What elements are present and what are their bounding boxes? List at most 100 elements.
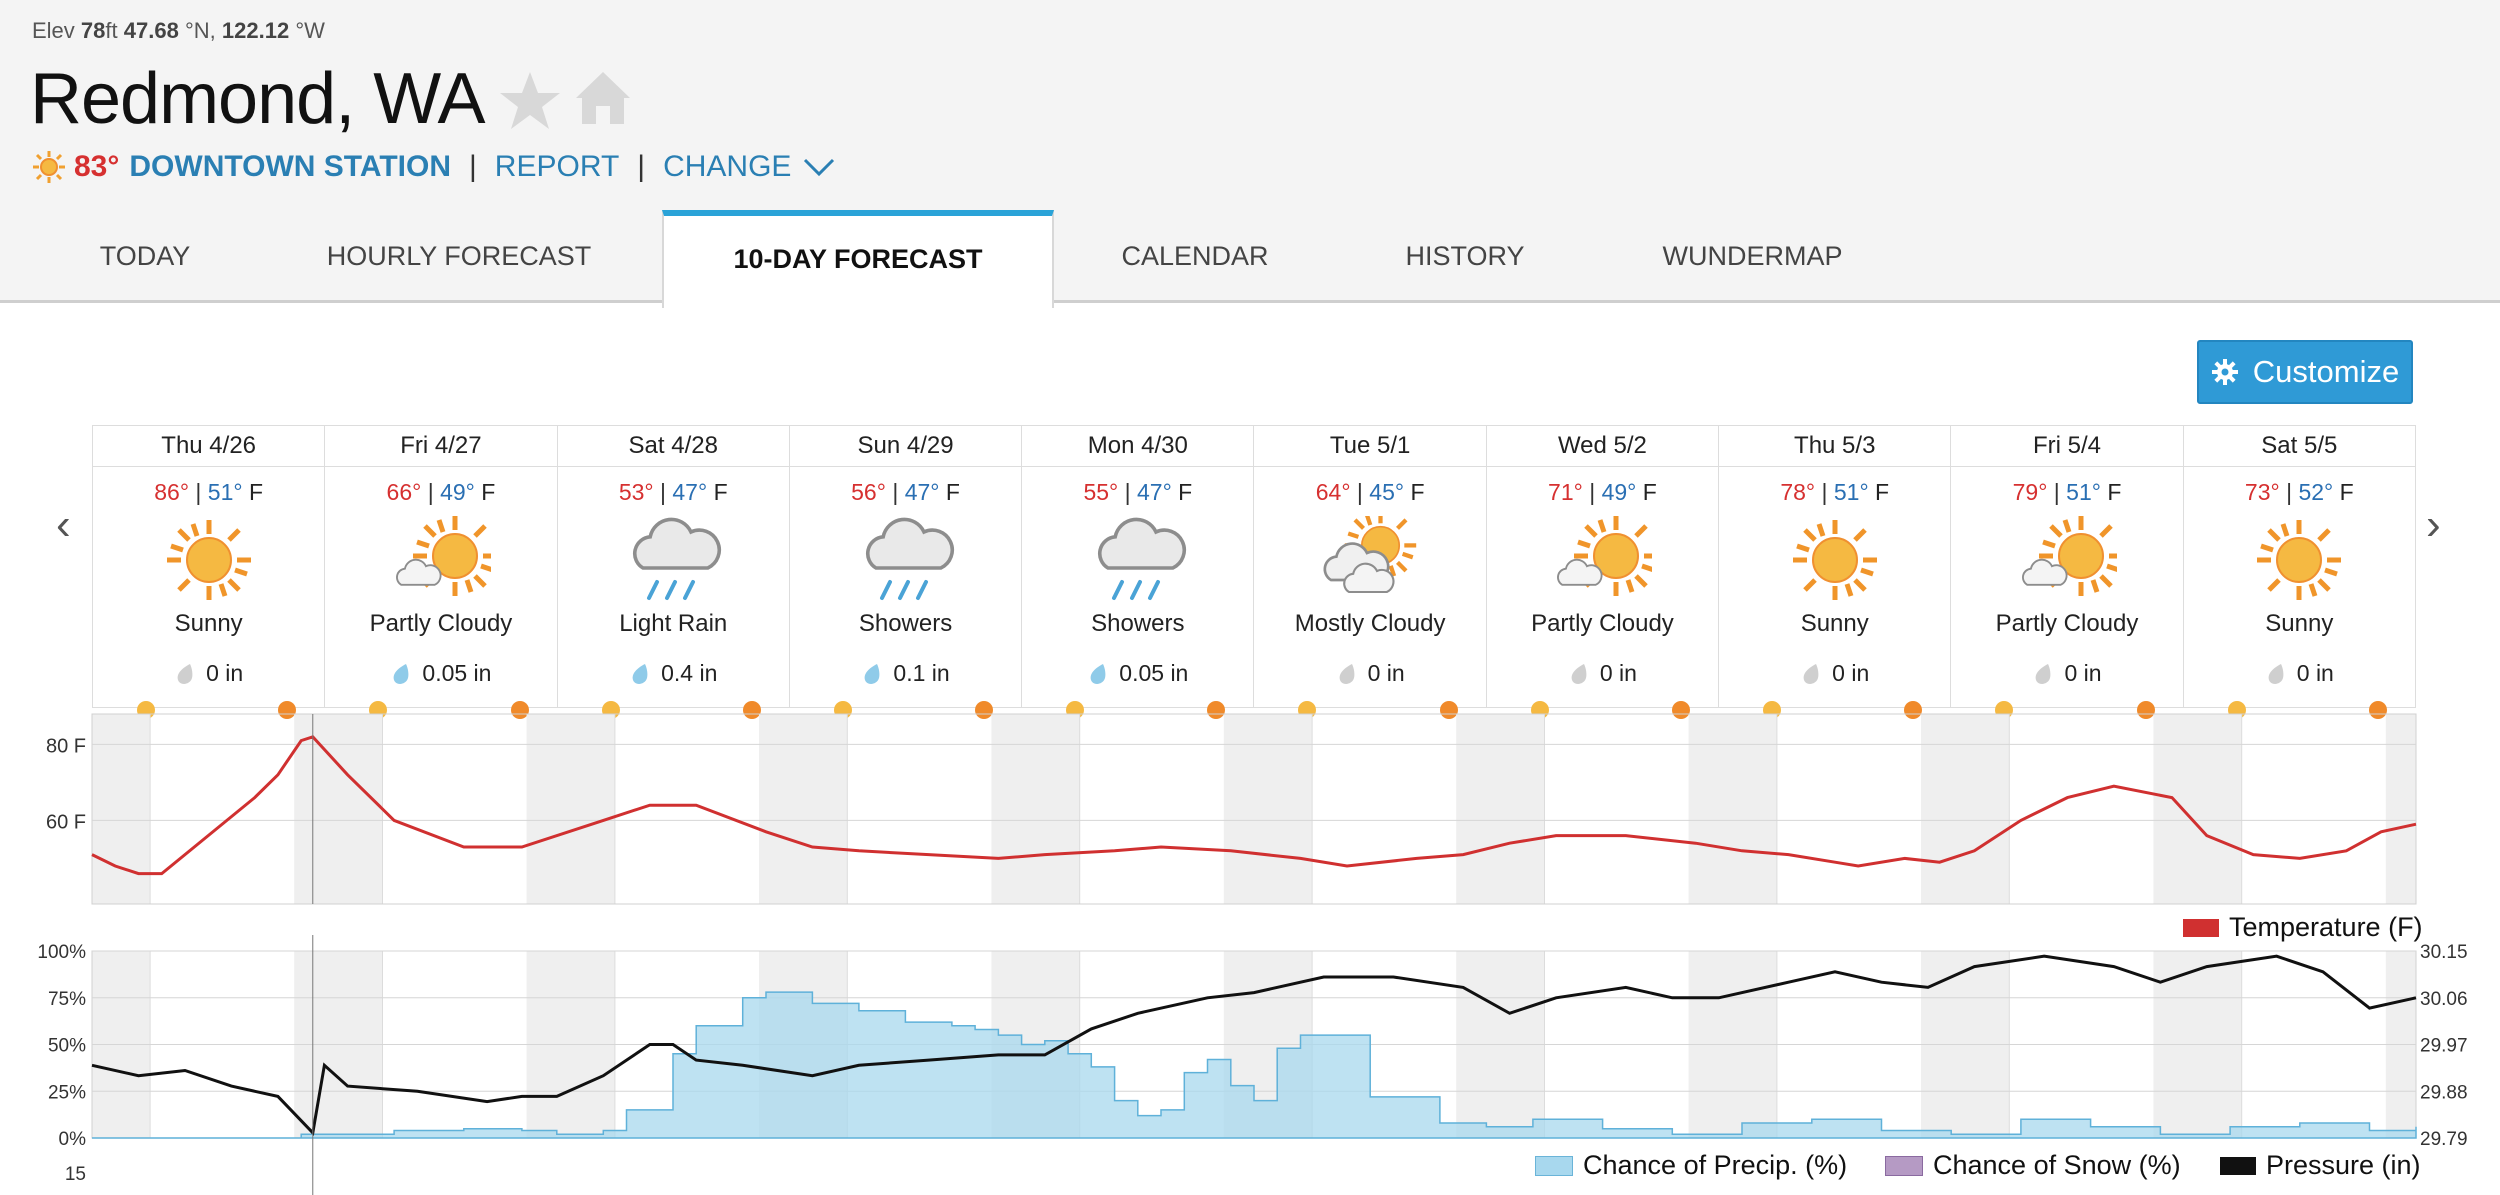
- pressure-legend: Pressure (in): [2220, 1150, 2421, 1181]
- y-tick-label-right: 29.79: [2420, 1129, 2468, 1150]
- rain-icon: [856, 516, 956, 602]
- day-precip: 0.4 in: [558, 660, 789, 687]
- chevron-down-icon[interactable]: [801, 156, 837, 178]
- mostly-cloudy-icon: [1320, 511, 1420, 602]
- tab-today[interactable]: TODAY: [99, 241, 191, 271]
- day-hi-lo: 56° | 47° F: [851, 479, 960, 505]
- sunny-icon: [2249, 516, 2349, 602]
- precip-amount: 0 in: [2296, 660, 2334, 686]
- day-low: 51°: [2066, 479, 2101, 505]
- day-low: 49°: [440, 479, 475, 505]
- day-name: Tue 5/1: [1254, 426, 1486, 467]
- day-hi-lo: 55° | 47° F: [1083, 479, 1193, 505]
- y-tick-label-left: 0%: [59, 1129, 87, 1150]
- raindrop-icon: [1803, 663, 1819, 684]
- day-hi-lo: 78° | 51° F: [1780, 479, 1890, 505]
- day-precip: 0.05 in: [325, 660, 556, 687]
- night-band: [2153, 714, 2242, 904]
- temp-unit: F: [945, 479, 960, 505]
- day-name: Thu 4/26: [93, 426, 325, 467]
- forecast-day[interactable]: Thu 4/26 86° | 51° F Sunny 0 in: [93, 426, 326, 719]
- day-low: 47°: [672, 479, 708, 505]
- home-icon[interactable]: [574, 70, 632, 126]
- raindrop-icon: [394, 663, 409, 684]
- forecast-day[interactable]: Sat 5/5 73° | 52° F Sunny 0 in: [2183, 426, 2415, 719]
- pressure-swatch: [2220, 1156, 2256, 1175]
- forecast-day-strip: Thu 4/26 86° | 51° F Sunny 0 in Fri 4/27 66° …: [92, 425, 2416, 719]
- forecast-day[interactable]: Sun 4/29 56° | 47° F Showers 0.1 in: [789, 426, 1023, 719]
- precip-pressure-chart: 100% 30.15 75% 30.06 50% 29.97 25% 29.88 0% 29.79…: [37, 935, 2468, 1195]
- forecast-day[interactable]: Tue 5/1 64° | 45° F Mostly Cloudy 0 in: [1254, 426, 1487, 719]
- report-link[interactable]: REPORT: [494, 150, 620, 183]
- sun-icon: [33, 151, 65, 183]
- gear-icon: [2211, 359, 2238, 385]
- next-arrow-icon[interactable]: ›: [2426, 500, 2441, 549]
- day-condition: Showers: [858, 610, 953, 637]
- precip-amount: 0.1 in: [893, 660, 950, 686]
- day-condition: Partly Cloudy: [1531, 610, 1674, 637]
- raindrop-icon: [1339, 663, 1354, 684]
- tab-10-day-forecast[interactable]: 10-DAY FORECAST: [662, 210, 1054, 308]
- header-area: Elev 78ft 47.68 °N, 122.12 °W Redmond, W…: [0, 0, 2500, 308]
- day-condition: Showers: [1091, 610, 1185, 637]
- temp-unit: F: [2339, 479, 2354, 505]
- rain-icon: [623, 516, 723, 602]
- day-high: 71°: [1548, 479, 1583, 505]
- y-tick-label: 60 F: [46, 811, 86, 833]
- prev-arrow-icon[interactable]: ‹: [56, 500, 71, 549]
- forecast-day[interactable]: Thu 5/3 78° | 51° F Sunny 0 in: [1719, 426, 1952, 719]
- night-band: [991, 714, 1080, 904]
- pressure-line: [91, 954, 2417, 1136]
- forecast-day[interactable]: Sat 4/28 53° | 47° F Light Rain 0.4 in: [557, 426, 790, 719]
- partly-cloudy-icon: [1552, 516, 1659, 602]
- day-high: 78°: [1780, 479, 1816, 505]
- day-condition: Sunny: [174, 610, 243, 637]
- day-name: Sat 4/28: [557, 426, 789, 467]
- legend-label: Pressure (in): [2266, 1150, 2421, 1180]
- day-high: 73°: [2244, 479, 2280, 505]
- temp-unit: F: [713, 479, 728, 505]
- day-high: 66°: [386, 479, 422, 505]
- forecast-day[interactable]: Mon 4/30 55° | 47° F Showers 0.05 in: [1022, 426, 1255, 719]
- tab-history[interactable]: HISTORY: [1405, 241, 1525, 271]
- snow-legend: Chance of Snow (%): [1885, 1150, 2181, 1181]
- day-high: 79°: [2012, 479, 2048, 505]
- tab-hourly-forecast[interactable]: HOURLY FORECAST: [326, 241, 592, 271]
- forecast-day[interactable]: Wed 5/2 71° | 49° F Partly Cloudy 0 in: [1486, 426, 1720, 719]
- partly-cloudy-icon: [2017, 516, 2124, 602]
- temperature-chart: 80 F 60 F: [46, 713, 2417, 905]
- partly-cloudy-icon: [391, 516, 497, 602]
- temp-unit: F: [1410, 479, 1425, 505]
- night-band: [1688, 714, 1777, 904]
- day-low: 51°: [207, 479, 243, 505]
- precip-amount: 0 in: [206, 660, 244, 686]
- customize-label: Customize: [2252, 354, 2400, 389]
- day-hi-lo: 53° | 47° F: [618, 479, 728, 505]
- temp-unit: F: [2107, 479, 2122, 505]
- elevation-coordinates: Elev 78ft 47.68 °N, 122.12 °W: [32, 18, 325, 43]
- day-precip: 0 in: [93, 660, 324, 687]
- star-icon[interactable]: [498, 70, 562, 132]
- temp-unit: F: [481, 479, 496, 505]
- forecast-day[interactable]: Fri 5/4 79° | 51° F Partly Cloudy 0 in: [1951, 426, 2184, 719]
- temp-unit: F: [1178, 479, 1193, 505]
- day-condition: Partly Cloudy: [1995, 610, 2139, 637]
- customize-button[interactable]: Customize: [2197, 340, 2413, 404]
- day-hi-lo: 86° | 51° F: [154, 479, 264, 505]
- separator: |: [637, 150, 646, 183]
- y-tick-label-right: 30.06: [2420, 989, 2468, 1010]
- legend-label: Chance of Precip. (%): [1583, 1150, 1848, 1180]
- day-condition: Sunny: [2265, 610, 2334, 637]
- y-tick-label-right: 30.15: [2420, 942, 2468, 963]
- precip-amount: 0 in: [1832, 660, 1870, 686]
- tab-calendar[interactable]: CALENDAR: [1121, 241, 1269, 271]
- tab-wundermap[interactable]: WUNDERMAP: [1662, 241, 1843, 271]
- change-link[interactable]: CHANGE: [663, 150, 792, 183]
- day-name: Sat 5/5: [2183, 426, 2415, 467]
- y-tick-label-right: 29.97: [2420, 1036, 2468, 1057]
- precip-amount: 0.05 in: [422, 660, 492, 686]
- raindrop-icon: [632, 663, 648, 684]
- forecast-day[interactable]: Fri 4/27 66° | 49° F Partly Cloudy 0.05 in: [325, 426, 558, 719]
- station-link[interactable]: DOWNTOWN STATION: [129, 150, 451, 183]
- sunny-icon: [159, 516, 259, 602]
